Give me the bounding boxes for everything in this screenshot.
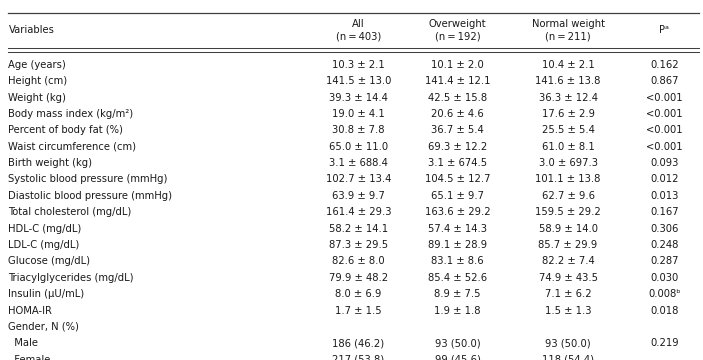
Text: Insulin (μU/mL): Insulin (μU/mL) — [8, 289, 84, 299]
Text: 141.5 ± 13.0: 141.5 ± 13.0 — [326, 76, 391, 86]
Text: Body mass index (kg/m²): Body mass index (kg/m²) — [8, 109, 134, 119]
Text: Percent of body fat (%): Percent of body fat (%) — [8, 125, 123, 135]
Text: 0.167: 0.167 — [650, 207, 678, 217]
Text: 0.012: 0.012 — [650, 175, 678, 184]
Text: 0.013: 0.013 — [650, 191, 678, 201]
Text: 0.018: 0.018 — [650, 306, 678, 315]
Text: 39.3 ± 14.4: 39.3 ± 14.4 — [329, 93, 388, 103]
Text: Waist circumference (cm): Waist circumference (cm) — [8, 142, 136, 152]
Text: 0.287: 0.287 — [650, 256, 678, 266]
Text: 159.5 ± 29.2: 159.5 ± 29.2 — [535, 207, 601, 217]
Text: HDL-C (mg/dL): HDL-C (mg/dL) — [8, 224, 82, 234]
Text: 82.6 ± 8.0: 82.6 ± 8.0 — [333, 256, 385, 266]
Text: Male: Male — [8, 338, 39, 348]
Text: Total cholesterol (mg/dL): Total cholesterol (mg/dL) — [8, 207, 131, 217]
Text: 36.3 ± 12.4: 36.3 ± 12.4 — [538, 93, 598, 103]
Text: Diastolic blood pressure (mmHg): Diastolic blood pressure (mmHg) — [8, 191, 172, 201]
Text: All
(n = 403): All (n = 403) — [336, 19, 381, 41]
Text: <0.001: <0.001 — [646, 142, 683, 152]
Text: <0.001: <0.001 — [646, 109, 683, 119]
Text: 101.1 ± 13.8: 101.1 ± 13.8 — [536, 175, 600, 184]
Text: 57.4 ± 14.3: 57.4 ± 14.3 — [428, 224, 487, 234]
Text: Weight (kg): Weight (kg) — [8, 93, 66, 103]
Text: 0.008ᵇ: 0.008ᵇ — [648, 289, 681, 299]
Text: Height (cm): Height (cm) — [8, 76, 67, 86]
Text: 69.3 ± 12.2: 69.3 ± 12.2 — [428, 142, 487, 152]
Text: 61.0 ± 8.1: 61.0 ± 8.1 — [541, 142, 595, 152]
Text: 118 (54.4): 118 (54.4) — [542, 355, 594, 360]
Text: 20.6 ± 4.6: 20.6 ± 4.6 — [431, 109, 484, 119]
Text: Pᵃ: Pᵃ — [659, 25, 669, 35]
Text: 186 (46.2): 186 (46.2) — [333, 338, 385, 348]
Text: 0.030: 0.030 — [650, 273, 678, 283]
Text: 3.1 ± 688.4: 3.1 ± 688.4 — [329, 158, 388, 168]
Text: Triacylglycerides (mg/dL): Triacylglycerides (mg/dL) — [8, 273, 134, 283]
Text: 141.4 ± 12.1: 141.4 ± 12.1 — [425, 76, 491, 86]
Text: 58.9 ± 14.0: 58.9 ± 14.0 — [538, 224, 598, 234]
Text: 25.5 ± 5.4: 25.5 ± 5.4 — [541, 125, 595, 135]
Text: 8.9 ± 7.5: 8.9 ± 7.5 — [434, 289, 481, 299]
Text: Age (years): Age (years) — [8, 60, 66, 70]
Text: 217 (53.8): 217 (53.8) — [333, 355, 385, 360]
Text: 1.7 ± 1.5: 1.7 ± 1.5 — [335, 306, 382, 315]
Text: Normal weight
(n = 211): Normal weight (n = 211) — [531, 19, 605, 41]
Text: 0.306: 0.306 — [650, 224, 678, 234]
Text: Variables: Variables — [8, 25, 54, 35]
Text: 83.1 ± 8.6: 83.1 ± 8.6 — [432, 256, 484, 266]
Text: Systolic blood pressure (mmHg): Systolic blood pressure (mmHg) — [8, 175, 168, 184]
Text: 102.7 ± 13.4: 102.7 ± 13.4 — [326, 175, 391, 184]
Text: 0.162: 0.162 — [650, 60, 678, 70]
Text: 36.7 ± 5.4: 36.7 ± 5.4 — [431, 125, 484, 135]
Text: 104.5 ± 12.7: 104.5 ± 12.7 — [425, 175, 491, 184]
Text: 17.6 ± 2.9: 17.6 ± 2.9 — [541, 109, 595, 119]
Text: 10.3 ± 2.1: 10.3 ± 2.1 — [332, 60, 385, 70]
Text: HOMA-IR: HOMA-IR — [8, 306, 52, 315]
Text: 163.6 ± 29.2: 163.6 ± 29.2 — [425, 207, 491, 217]
Text: 1.9 ± 1.8: 1.9 ± 1.8 — [434, 306, 481, 315]
Text: 10.1 ± 2.0: 10.1 ± 2.0 — [431, 60, 484, 70]
Text: 74.9 ± 43.5: 74.9 ± 43.5 — [538, 273, 598, 283]
Text: 10.4 ± 2.1: 10.4 ± 2.1 — [541, 60, 595, 70]
Text: 3.1 ± 674.5: 3.1 ± 674.5 — [428, 158, 487, 168]
Text: 89.1 ± 28.9: 89.1 ± 28.9 — [428, 240, 487, 250]
Text: 93 (50.0): 93 (50.0) — [435, 338, 480, 348]
Text: 63.9 ± 9.7: 63.9 ± 9.7 — [332, 191, 385, 201]
Text: 87.3 ± 29.5: 87.3 ± 29.5 — [329, 240, 388, 250]
Text: 0.219: 0.219 — [650, 338, 678, 348]
Text: 65.0 ± 11.0: 65.0 ± 11.0 — [329, 142, 388, 152]
Text: 19.0 ± 4.1: 19.0 ± 4.1 — [332, 109, 385, 119]
Text: LDL-C (mg/dL): LDL-C (mg/dL) — [8, 240, 79, 250]
Text: 3.0 ± 697.3: 3.0 ± 697.3 — [538, 158, 598, 168]
Text: Overweight
(n = 192): Overweight (n = 192) — [429, 19, 486, 41]
Text: 82.2 ± 7.4: 82.2 ± 7.4 — [541, 256, 595, 266]
Text: 161.4 ± 29.3: 161.4 ± 29.3 — [325, 207, 392, 217]
Text: 0.248: 0.248 — [650, 240, 678, 250]
Text: 7.1 ± 6.2: 7.1 ± 6.2 — [545, 289, 591, 299]
Text: 85.4 ± 52.6: 85.4 ± 52.6 — [428, 273, 487, 283]
Text: 42.5 ± 15.8: 42.5 ± 15.8 — [428, 93, 487, 103]
Text: 93 (50.0): 93 (50.0) — [546, 338, 591, 348]
Text: <0.001: <0.001 — [646, 93, 683, 103]
Text: 1.5 ± 1.3: 1.5 ± 1.3 — [545, 306, 591, 315]
Text: 99 (45.6): 99 (45.6) — [434, 355, 481, 360]
Text: 65.1 ± 9.7: 65.1 ± 9.7 — [431, 191, 484, 201]
Text: 58.2 ± 14.1: 58.2 ± 14.1 — [329, 224, 388, 234]
Text: Glucose (mg/dL): Glucose (mg/dL) — [8, 256, 91, 266]
Text: Female: Female — [8, 355, 51, 360]
Text: 0.867: 0.867 — [650, 76, 678, 86]
Text: 0.093: 0.093 — [650, 158, 678, 168]
Text: 62.7 ± 9.6: 62.7 ± 9.6 — [541, 191, 595, 201]
Text: 79.9 ± 48.2: 79.9 ± 48.2 — [329, 273, 388, 283]
Text: 8.0 ± 6.9: 8.0 ± 6.9 — [335, 289, 382, 299]
Text: Gender, N (%): Gender, N (%) — [8, 322, 79, 332]
Text: 141.6 ± 13.8: 141.6 ± 13.8 — [536, 76, 600, 86]
Text: <0.001: <0.001 — [646, 125, 683, 135]
Text: Birth weight (kg): Birth weight (kg) — [8, 158, 92, 168]
Text: 85.7 ± 29.9: 85.7 ± 29.9 — [538, 240, 598, 250]
Text: 30.8 ± 7.8: 30.8 ± 7.8 — [333, 125, 385, 135]
